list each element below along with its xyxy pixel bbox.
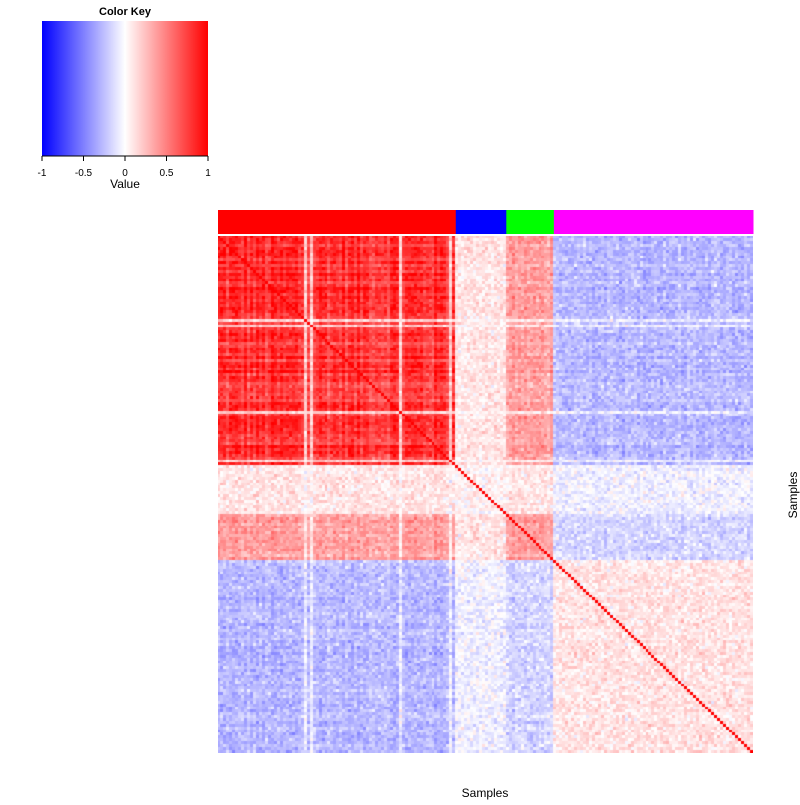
y-axis-label: Samples (786, 472, 800, 519)
x-axis-label: Samples (462, 786, 509, 800)
group-bar-segment (553, 210, 754, 234)
color-key-title: Color Key (99, 6, 152, 18)
group-bar-segment (218, 210, 457, 234)
color-key-gradient (42, 21, 208, 156)
color-key-xlabel: Value (110, 177, 140, 191)
heatmap-area (218, 236, 753, 753)
color-key-tick-label: 0.5 (160, 168, 174, 179)
color-key-tick-label: 1 (205, 168, 211, 179)
group-color-bar (218, 210, 754, 234)
color-key-tick-label: -0.5 (75, 168, 93, 179)
heatmap-canvas (218, 236, 753, 753)
color-key: Color Key -1 -0.5 0 0.5 1 Value (38, 6, 212, 191)
color-key-ticks: -1 -0.5 0 0.5 1 (38, 156, 211, 179)
group-bar-segment (455, 210, 507, 234)
color-key-tick-label: 0 (122, 168, 128, 179)
group-bar-segment (506, 210, 555, 234)
color-key-tick-label: -1 (38, 168, 47, 179)
